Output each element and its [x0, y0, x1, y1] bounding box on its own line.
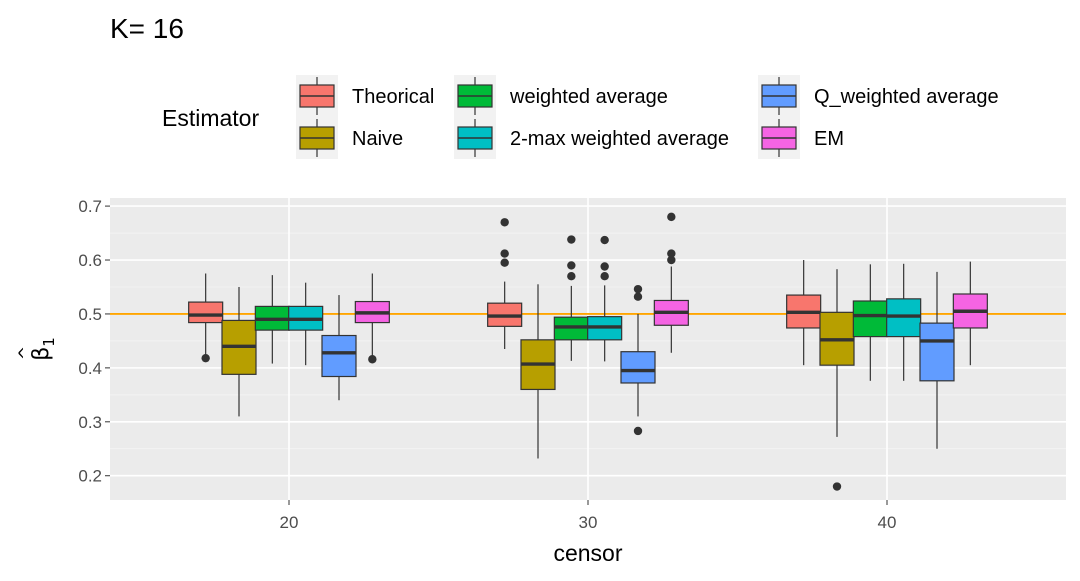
outlier-point	[633, 284, 643, 294]
box-body	[188, 301, 224, 324]
x-axis: 20 30 40	[280, 500, 897, 532]
legend-item-2-max-weighted-average: 2-max weighted average	[454, 117, 729, 159]
legend-label: Theorical	[352, 86, 434, 108]
legend-label: EM	[814, 128, 844, 150]
outlier-point	[567, 271, 576, 281]
y-axis-label-subscript: 1	[40, 337, 58, 347]
box-theorical-20	[188, 273, 224, 363]
y-tick-label: 0.2	[78, 467, 102, 486]
boxes	[188, 212, 988, 491]
box-theorical-40	[786, 260, 822, 366]
box-em-40	[952, 261, 988, 366]
outlier-point	[667, 249, 676, 258]
box-2-max-weighted-average-30	[587, 235, 623, 362]
y-tick-label: 0.4	[78, 359, 102, 378]
svg-text:β1: β1	[29, 337, 58, 361]
legend-title: Estimator	[162, 105, 259, 131]
outlier-point	[832, 482, 842, 491]
outlier-point	[201, 353, 210, 363]
legend-item-em: EM	[758, 117, 844, 159]
legend-item-naive: Naive	[296, 117, 403, 159]
outlier-point	[500, 258, 509, 267]
y-tick-label: 0.3	[78, 413, 102, 432]
box-body	[852, 300, 888, 338]
legend-item-theorical: Theorical	[296, 75, 434, 117]
box-q-weighted-average-20	[321, 295, 357, 401]
legend-item-q-weighted-average: Q_weighted average	[758, 75, 999, 117]
x-tick-label: 40	[878, 513, 897, 532]
outlier-point	[600, 262, 609, 271]
legend-label: Q_weighted average	[814, 86, 999, 108]
outlier-point	[633, 426, 643, 436]
x-tick-label: 20	[280, 513, 299, 532]
y-axis-label-hat: ^	[16, 346, 36, 360]
outlier-point	[368, 355, 377, 364]
x-axis-label: censor	[553, 540, 622, 566]
outlier-point	[567, 261, 576, 270]
box-weighted-average-40	[852, 264, 888, 381]
legend-item-weighted-average: weighted average	[454, 75, 668, 117]
box-body	[919, 322, 955, 382]
y-axis-label: β1 ^	[16, 337, 58, 361]
box-body	[620, 351, 656, 384]
outlier-point	[567, 235, 576, 244]
box-2-max-weighted-average-20	[288, 282, 324, 366]
y-tick-label: 0.6	[78, 251, 102, 270]
box-naive-20	[221, 286, 257, 417]
box-naive-40	[819, 269, 855, 491]
box-em-30	[653, 212, 689, 353]
x-tick-label: 30	[579, 513, 598, 532]
chart-title: K= 16	[110, 13, 184, 44]
box-naive-30	[520, 284, 556, 459]
box-weighted-average-20	[254, 275, 290, 364]
box-theorical-30	[487, 218, 523, 349]
legend-label: 2-max weighted average	[510, 128, 729, 150]
outlier-point	[500, 249, 509, 258]
y-axis: 0.2 0.3 0.4 0.5 0.6 0.7	[78, 197, 110, 486]
outlier-point	[500, 218, 509, 227]
box-weighted-average-30	[553, 235, 589, 361]
outlier-point	[600, 235, 609, 245]
y-axis-label-symbol: β	[29, 347, 54, 361]
outlier-point	[667, 255, 676, 265]
y-tick-label: 0.5	[78, 305, 102, 324]
legend: Estimator Theorical Naive weighted average…	[162, 75, 999, 159]
box-2-max-weighted-average-40	[886, 263, 922, 381]
box-em-20	[354, 273, 390, 364]
y-tick-label: 0.7	[78, 197, 102, 216]
outlier-point	[600, 271, 609, 281]
outlier-point	[667, 212, 676, 222]
legend-label: Naive	[352, 128, 403, 150]
box-q-weighted-average-30	[620, 284, 656, 436]
outlier-point	[633, 292, 643, 301]
box-q-weighted-average-40	[919, 271, 955, 449]
legend-label: weighted average	[509, 86, 668, 108]
box-body	[321, 334, 357, 378]
